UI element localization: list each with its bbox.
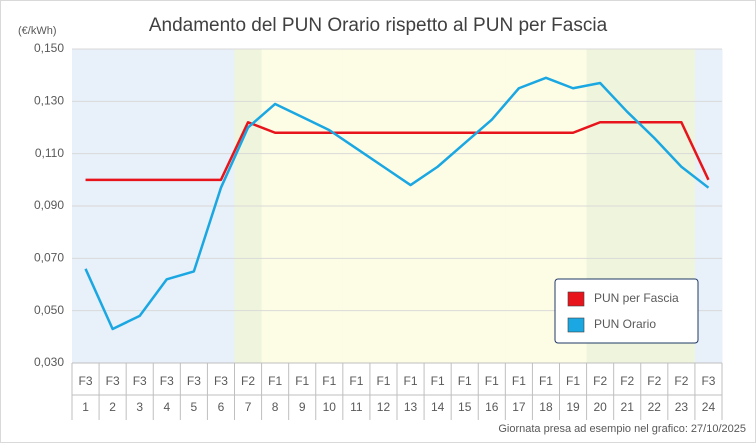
y-tick-label: 0,070 [34,251,64,265]
band-label: F3 [133,374,147,388]
band-label: F3 [701,374,715,388]
x-tick-label: 13 [404,400,418,414]
y-tick-label: 0,090 [34,198,64,212]
y-axis-unit: (€/kWh) [18,25,57,37]
x-tick-label: 20 [593,400,607,414]
legend-label: PUN per Fascia [594,291,679,305]
chart-title: Andamento del PUN Orario rispetto al PUN… [149,15,608,36]
legend-swatch [567,317,585,333]
x-tick-label: 1 [82,400,89,414]
x-tick-label: 18 [539,400,553,414]
band-label: F2 [674,374,688,388]
legend-label: PUN Orario [594,317,656,331]
band-label: F1 [376,374,390,388]
y-tick-label: 0,150 [34,41,64,55]
band-label: F2 [620,374,634,388]
x-tick-label: 11 [350,400,363,414]
x-tick-label: 2 [109,400,116,414]
x-tick-label: 15 [458,400,472,414]
band-label: F1 [322,374,336,388]
x-tick-label: 6 [218,400,225,414]
x-tick-label: 16 [485,400,499,414]
band-label: F3 [79,374,93,388]
x-tick-label: 4 [163,400,170,414]
y-tick-label: 0,050 [34,303,64,317]
band-label: F1 [431,374,445,388]
x-tick-label: 17 [512,400,526,414]
x-tick-label: 12 [377,400,391,414]
band-label: F2 [647,374,661,388]
band-label: F1 [566,374,580,388]
legend-swatch [567,291,585,307]
band-label: F1 [485,374,499,388]
series-line [84,76,710,331]
y-tick-label: 0,130 [34,94,64,108]
x-tick-label: 10 [323,400,337,414]
x-tick-label: 9 [299,400,306,414]
y-tick-label: 0,030 [34,355,64,369]
x-tick-label: 3 [136,400,143,414]
x-tick-label: 22 [648,400,662,414]
x-tick-label: 14 [431,400,445,414]
band-label: F1 [512,374,526,388]
band-label: F2 [593,374,607,388]
band-label: F3 [106,374,120,388]
footnote: Giornata presa ad esempio nel grafico: 2… [498,423,746,435]
band-label: F1 [458,374,472,388]
legend-box [554,278,699,344]
band-label: F1 [349,374,363,388]
band-label: F3 [214,374,228,388]
band-label: F3 [160,374,174,388]
band-label: F1 [404,374,418,388]
y-tick-label: 0,110 [35,146,64,160]
x-tick-label: 21 [621,400,635,414]
x-tick-label: 7 [245,400,252,414]
band-label: F1 [539,374,553,388]
x-tick-label: 5 [191,400,198,414]
x-tick-label: 24 [702,400,716,414]
x-tick-label: 8 [272,400,279,414]
band-label: F1 [295,374,309,388]
band-label: F1 [268,374,282,388]
x-tick-label: 23 [675,400,689,414]
band-label: F3 [187,374,201,388]
series-line [85,121,710,182]
band-label: F2 [241,374,255,388]
x-tick-label: 19 [566,400,580,414]
